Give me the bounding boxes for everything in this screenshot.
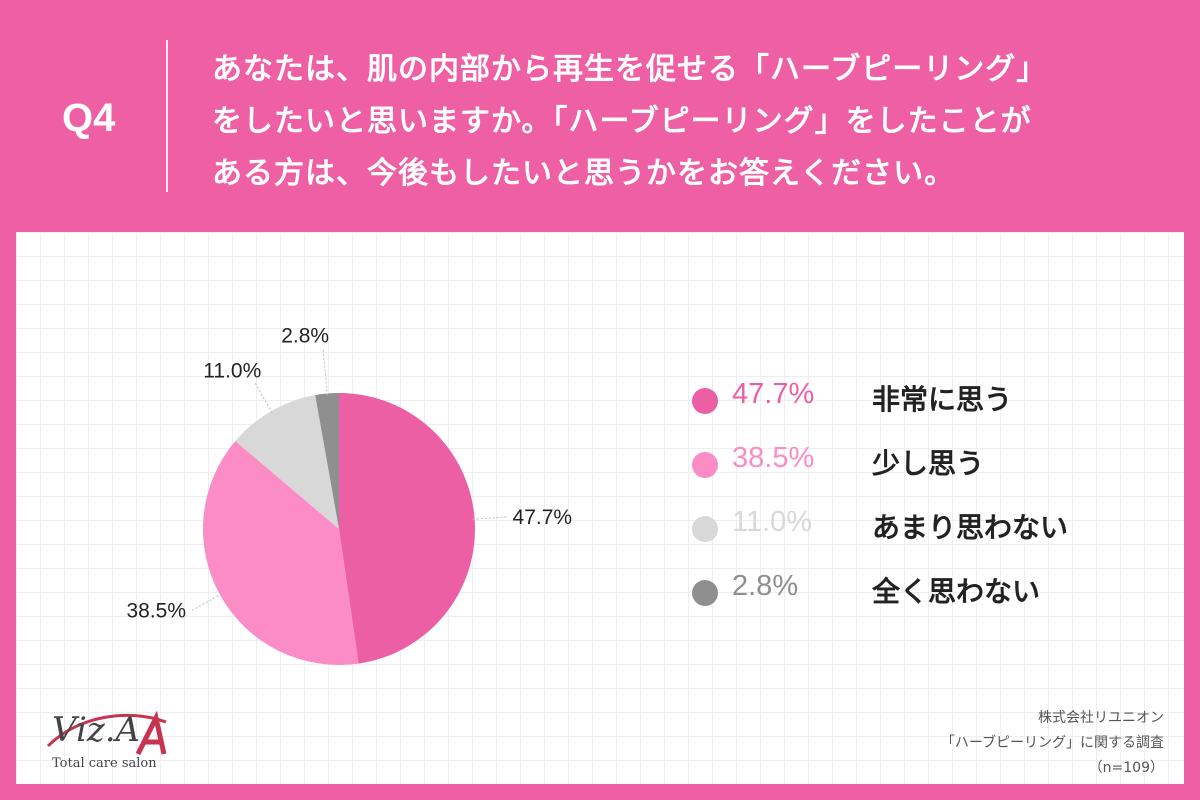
pie-slice-not-much (235, 395, 339, 529)
legend-dot (692, 580, 718, 606)
pie-leader-line (191, 593, 223, 611)
pie-slice-very (339, 393, 475, 664)
pie-slice-somewhat (203, 441, 359, 665)
pie-leader-line (322, 348, 328, 396)
question-line: ある方は、今後もしたいと思うかをお答えください。 (212, 156, 956, 191)
legend-label: 少し思う (872, 447, 985, 480)
legend-dot (692, 516, 718, 542)
source-line: 「ハーブピーリング」に関する調査 (940, 735, 1164, 751)
pie-data-label: 11.0% (203, 359, 261, 382)
header: Q4 あなたは、肌の内部から再生を促せる「ハーブピーリング」 をしたいと思います… (0, 0, 1200, 232)
legend-value: 38.5% (732, 442, 815, 474)
legend-value: 11.0% (732, 506, 813, 538)
question-line: あなたは、肌の内部から再生を促せる「ハーブピーリング」 (212, 52, 1048, 87)
header-divider (166, 40, 168, 192)
chart-panel: 47.7% 38.5% 11.0% 2.8% 47.7% 非常に思う 38.5% 少し… (16, 232, 1184, 784)
legend-label: 全く思わない (872, 575, 1041, 608)
pie-data-label: 2.8% (281, 325, 329, 348)
pie-slice-not-at-all (315, 393, 339, 529)
logo-tagline: Total care salon (52, 756, 157, 771)
source-line: （n=109） (1088, 760, 1164, 776)
logo-swoosh-icon (46, 710, 167, 756)
legend-value: 47.7% (732, 378, 815, 410)
brand-logo: Viz.A Total care salon (38, 706, 198, 776)
question-number: Q4 (62, 96, 116, 140)
pie-data-label: 47.7% (513, 506, 573, 529)
pie-leader-line (472, 516, 507, 520)
pie-chart: 47.7% 38.5% 11.0% 2.8% (126, 325, 573, 665)
logo-name: Viz.A (52, 710, 141, 750)
legend-value: 2.8% (732, 570, 799, 602)
legend-dot (692, 388, 718, 414)
source-note: 株式会社リユニオン 「ハーブピーリング」に関する調査 （n=109） (941, 706, 1164, 781)
legend-label: あまり思わない (872, 511, 1069, 544)
pie-data-label: 38.5% (126, 599, 186, 622)
source-line: 株式会社リユニオン (1038, 710, 1164, 726)
question-line: をしたいと思いますか。「ハーブピーリング」をしたことが (212, 104, 1032, 139)
question-text: あなたは、肌の内部から再生を促せる「ハーブピーリング」 をしたいと思いますか。「… (212, 44, 1172, 200)
pie-leader-line (254, 383, 273, 414)
legend-label: 非常に思う (872, 383, 1013, 416)
legend-dot (692, 452, 718, 478)
